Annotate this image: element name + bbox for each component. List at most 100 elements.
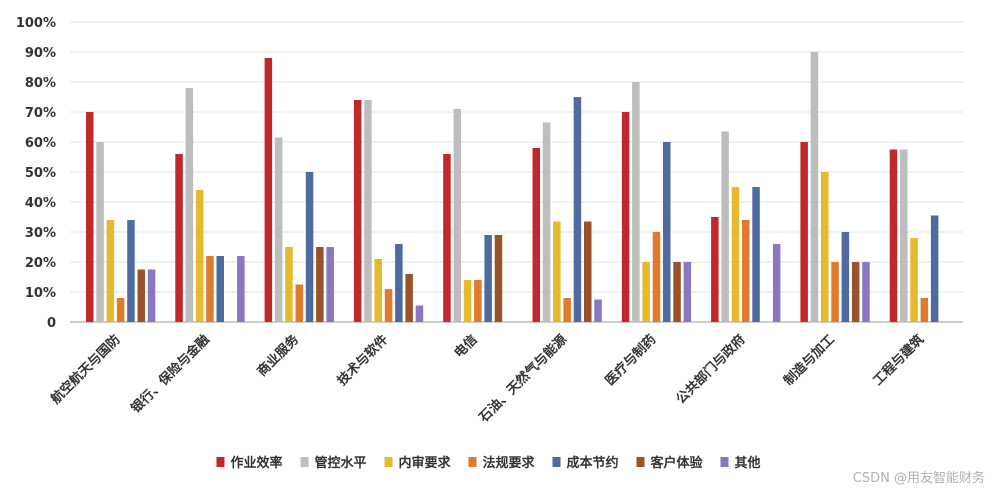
legend-swatch	[384, 457, 393, 467]
category-label: 工程与建筑	[870, 332, 927, 389]
bar	[206, 256, 214, 322]
bar	[316, 247, 324, 322]
bar	[494, 235, 503, 322]
bar	[862, 262, 870, 322]
bar	[721, 131, 729, 322]
bar	[731, 187, 740, 322]
bar	[474, 280, 482, 322]
category-label: 石油、天然气与能源	[475, 332, 570, 427]
y-tick-label: 90%	[25, 46, 56, 61]
watermark: CSDN @用友智能财务	[852, 471, 985, 486]
category-label: 商业服务	[254, 331, 303, 380]
category-label: 制造与加工	[781, 332, 838, 389]
legend-label: 法规要求	[483, 455, 536, 471]
y-tick-label: 20%	[25, 256, 56, 271]
bar	[711, 217, 719, 322]
legend-swatch	[720, 457, 729, 467]
bar	[127, 220, 135, 322]
bar	[326, 247, 334, 322]
y-tick-label: 60%	[25, 136, 56, 151]
bar	[264, 58, 273, 322]
category-label: 航空航天与国防	[48, 332, 124, 408]
bar	[673, 262, 681, 322]
bar	[920, 298, 929, 322]
bar	[810, 52, 819, 322]
bar	[831, 262, 839, 322]
bar	[305, 172, 314, 322]
bar	[175, 154, 183, 322]
bar	[86, 112, 94, 322]
bar	[295, 284, 303, 322]
bar	[285, 247, 293, 322]
bar	[484, 235, 492, 322]
y-tick-label: 80%	[25, 76, 56, 91]
legend-swatch	[216, 457, 225, 467]
bar	[621, 112, 630, 322]
bar	[821, 172, 829, 322]
legend-swatch	[552, 457, 561, 467]
bar	[632, 82, 640, 322]
category-label: 电信	[451, 332, 481, 362]
category-label: 医疗与制药	[602, 332, 659, 389]
y-tick-label: 40%	[25, 196, 56, 211]
bar	[147, 269, 156, 322]
bar	[216, 256, 224, 322]
bar	[542, 122, 551, 322]
bar	[405, 274, 413, 322]
bar	[96, 142, 104, 322]
category-label: 银行、保险与金融	[128, 332, 213, 417]
legend-swatch	[300, 457, 309, 467]
y-tick-label: 70%	[25, 106, 56, 121]
bar	[443, 154, 451, 322]
bar	[652, 232, 661, 322]
bar	[185, 88, 194, 322]
bar	[237, 256, 245, 322]
bar	[274, 137, 283, 322]
bar	[453, 109, 461, 322]
bar	[742, 220, 750, 322]
legend-label: 成本节约	[567, 455, 619, 471]
bar	[415, 305, 424, 322]
legend-label: 客户体验	[651, 455, 704, 471]
bar	[532, 148, 540, 322]
category-label: 技术与软件	[334, 332, 391, 389]
bar	[374, 259, 382, 322]
bar	[900, 149, 908, 322]
bar	[116, 298, 125, 322]
legend-label: 其他	[735, 455, 761, 471]
y-tick-label: 30%	[25, 226, 56, 241]
bar	[353, 100, 362, 322]
legend-label: 管控水平	[315, 455, 367, 471]
bar	[841, 232, 850, 322]
y-tick-label: 100%	[16, 16, 56, 31]
bar	[364, 100, 372, 322]
y-tick-label: 10%	[25, 286, 56, 301]
bar	[563, 298, 571, 322]
bar	[553, 221, 561, 322]
y-tick-label: 0	[47, 316, 56, 331]
bar	[463, 280, 472, 322]
bar	[106, 220, 115, 322]
bar	[889, 149, 898, 322]
bar	[683, 262, 692, 322]
bar	[395, 244, 403, 322]
bar	[137, 269, 145, 322]
bar	[594, 299, 602, 322]
bar	[800, 142, 808, 322]
category-label: 公共部门与政府	[673, 332, 749, 408]
bar	[573, 97, 582, 322]
bar	[642, 262, 650, 322]
bar	[930, 215, 939, 322]
bar	[772, 244, 781, 322]
bar	[663, 142, 671, 322]
y-tick-label: 50%	[25, 166, 56, 181]
legend-label: 作业效率	[231, 455, 283, 471]
bar	[384, 289, 393, 322]
legend-swatch	[636, 457, 645, 467]
legend-label: 内审要求	[399, 455, 452, 471]
bar	[851, 262, 860, 322]
bar	[910, 238, 918, 322]
bar	[195, 190, 204, 322]
bar	[752, 187, 760, 322]
